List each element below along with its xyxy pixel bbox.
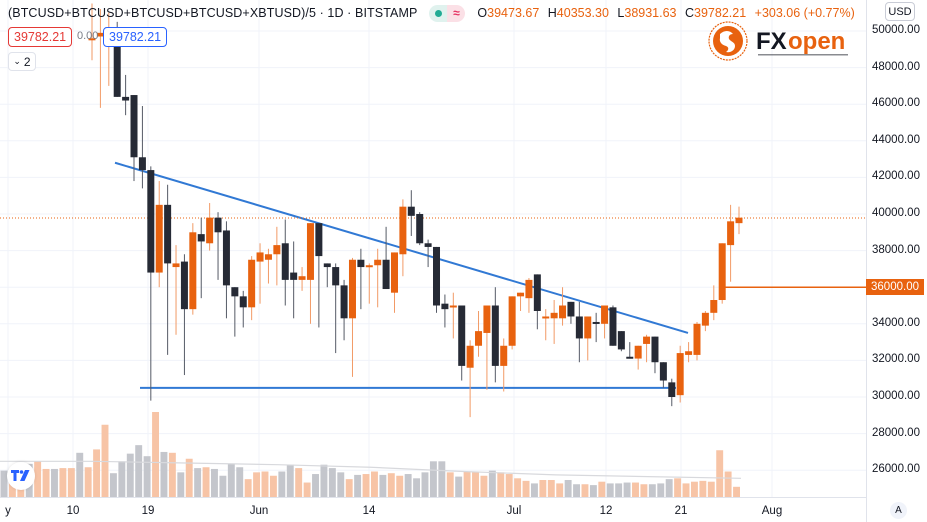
buy-price-button[interactable]: 39782.21 <box>103 27 168 47</box>
close-label: C <box>685 6 695 20</box>
volume-bars <box>0 412 742 497</box>
symbol-title[interactable]: (BTCUSD+BTCUSD+BTCUSD+BTCUSD+XBTUSD)/5 ·… <box>8 6 418 20</box>
chevron-down-icon: ⌄ <box>13 56 21 66</box>
time-axis-label: 21 <box>674 505 688 517</box>
svg-text:FX: FX <box>756 28 787 55</box>
level-price-label: 36000.00 <box>866 279 924 295</box>
svg-text:open: open <box>788 28 845 55</box>
price-axis-label: 32000.00 <box>872 353 920 366</box>
time-axis-label: Jun <box>249 505 269 517</box>
price-axis-label: 48000.00 <box>872 60 920 73</box>
drawing-tools[interactable] <box>0 161 866 389</box>
price-axis-label: 40000.00 <box>872 207 920 219</box>
open-value: 39473.67 <box>487 6 540 20</box>
time-axis-label: 10 <box>66 505 80 517</box>
price-axis-label: 28000.00 <box>872 426 920 439</box>
price-axis-label: 30000.00 <box>872 390 920 402</box>
wave-icon: ≈ <box>447 4 466 22</box>
tradingview-logo-icon[interactable] <box>7 462 35 490</box>
price-axis-label: 50000.00 <box>872 24 920 36</box>
indicator-count: 2 <box>23 54 31 69</box>
close-value: 39782.21 <box>694 6 747 20</box>
time-axis-label: y <box>5 505 11 517</box>
low-label: L <box>617 6 625 20</box>
price-axis-label: 46000.00 <box>872 97 920 110</box>
time-axis-label: 12 <box>599 505 613 517</box>
candlesticks <box>88 3 743 418</box>
ohlc-values: O39473.67 H40353.30 L38931.63 C39782.21 … <box>477 6 859 20</box>
low-value: 38931.63 <box>624 6 677 20</box>
spread-value: 0.00 <box>77 30 99 42</box>
currency-button[interactable]: USD <box>885 2 915 21</box>
chart-legend: (BTCUSD+BTCUSD+BTCUSD+BTCUSD+XBTUSD)/5 ·… <box>8 4 860 22</box>
time-axis-label: 14 <box>362 505 376 517</box>
high-value: 40353.30 <box>556 6 609 20</box>
high-label: H <box>547 6 557 20</box>
sell-price-button[interactable]: 39782.21 <box>8 27 73 47</box>
price-axis-label: 42000.00 <box>872 170 920 183</box>
auto-scale-button[interactable]: A <box>890 502 907 519</box>
price-axis-label: 44000.00 <box>872 133 920 146</box>
price-axis-label: 38000.00 <box>872 243 920 256</box>
open-label: O <box>477 6 488 20</box>
market-open-dot-icon <box>434 9 442 17</box>
time-axis-label: 19 <box>141 505 155 517</box>
time-axis-label: Aug <box>761 505 783 517</box>
time-axis-label: Jul <box>506 505 522 517</box>
fxopen-logo: FX open <box>708 20 868 62</box>
status-pill[interactable]: ≈ <box>429 4 466 22</box>
price-axis-label: 34000.00 <box>872 316 920 329</box>
change-value: +303.06 (+0.77%) <box>754 6 855 20</box>
collapse-indicators-button[interactable]: ⌄ 2 <box>8 52 36 71</box>
price-axis-label: 26000.00 <box>872 463 920 476</box>
chart-grid <box>0 0 867 522</box>
fxopen-dragon-logo-icon <box>708 21 748 61</box>
